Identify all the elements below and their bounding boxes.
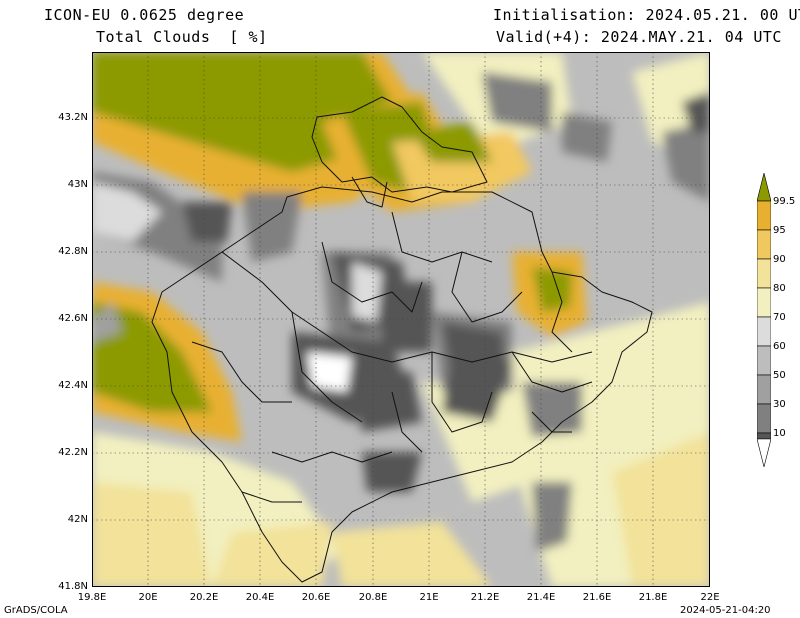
lon-label: 20.4E [245, 592, 275, 603]
lon-label: 19.8E [77, 592, 107, 603]
lon-label: 21E [419, 592, 439, 603]
cloud-cover-map [92, 52, 710, 587]
model-title: ICON-EU 0.0625 degree [44, 6, 245, 24]
lon-label: 21.4E [526, 592, 556, 603]
credit-label: GrADS/COLA [4, 605, 68, 616]
lat-label: 43N [67, 179, 88, 190]
lat-label: 42.6N [58, 313, 88, 324]
colorbar-label: 70 [773, 312, 786, 323]
colorbar-segment [757, 345, 771, 376]
colorbar-label: 99.5 [773, 196, 796, 207]
colorbar-label: 80 [773, 283, 786, 294]
colorbar-segment [757, 403, 771, 434]
colorbar-segment [757, 432, 771, 440]
lon-label: 20.2E [189, 592, 219, 603]
colorbar-label: 50 [773, 370, 786, 381]
colorbar-label: 90 [773, 254, 786, 265]
lon-label: 21.6E [582, 592, 612, 603]
colorbar-label: 30 [773, 399, 786, 410]
colorbar-bottom-arrow [757, 438, 771, 467]
colorbar-segment [757, 258, 771, 289]
colorbar-label: 60 [773, 341, 786, 352]
lat-label: 42N [67, 514, 88, 525]
lat-label: 42.4N [58, 380, 88, 391]
lat-label: 43.2N [58, 112, 88, 123]
colorbar-segment [757, 287, 771, 318]
lon-label: 22E [700, 592, 720, 603]
colorbar-segment [757, 200, 771, 231]
colorbar-segment [757, 316, 771, 347]
colorbar-label: 95 [773, 225, 786, 236]
valid-time: Valid(+4): 2024.MAY.21. 04 UTC [496, 28, 782, 46]
timestamp-label: 2024-05-21-04:20 [680, 605, 771, 616]
lon-label: 20.8E [358, 592, 388, 603]
lon-label: 20.6E [301, 592, 331, 603]
lat-label: 42.2N [58, 447, 88, 458]
colorbar-segment [757, 229, 771, 260]
lon-label: 21.2E [470, 592, 500, 603]
lat-label: 42.8N [58, 246, 88, 257]
colorbar-top-arrow [757, 173, 771, 202]
init-time: Initialisation: 2024.05.21. 00 UTC [493, 6, 800, 24]
lon-label: 20E [138, 592, 158, 603]
colorbar [757, 173, 771, 467]
lon-label: 21.8E [638, 592, 668, 603]
field-title: Total Clouds [ %] [96, 28, 268, 46]
colorbar-label: 10 [773, 428, 786, 439]
colorbar-segment [757, 374, 771, 405]
lat-label: 41.8N [58, 581, 88, 592]
